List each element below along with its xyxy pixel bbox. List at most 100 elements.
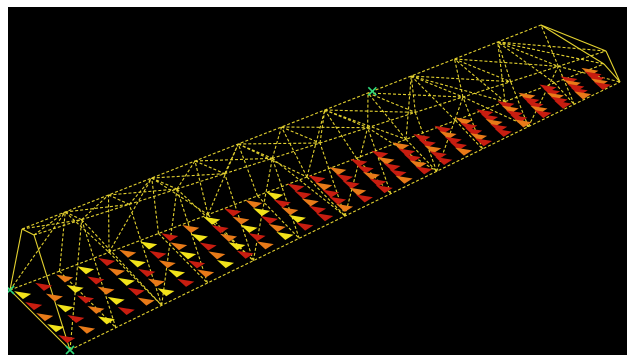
load-arrow-r1-13 xyxy=(294,191,312,200)
load-arrow-r4-23 xyxy=(514,119,532,128)
load-arrow-r0-18 xyxy=(392,142,410,151)
load-arrow-r4-7 xyxy=(197,269,215,278)
load-arrow-r2-18 xyxy=(403,154,421,163)
diagonal-front-7 xyxy=(324,109,407,140)
load-arrow-r3-4 xyxy=(127,287,145,296)
load-arrow-r3-7 xyxy=(188,260,206,269)
load-arrow-r3-2 xyxy=(87,305,105,314)
load-arrow-r0-8 xyxy=(182,224,200,233)
load-arrow-r3-10 xyxy=(248,233,266,242)
load-arrow-r2-19 xyxy=(424,145,442,154)
load-arrow-r3-27 xyxy=(590,78,608,87)
load-arrow-r1-18 xyxy=(398,148,416,157)
load-arrow-r1-8 xyxy=(190,233,208,242)
far-end-post-front xyxy=(540,24,605,65)
load-arrow-r2-21 xyxy=(465,127,483,136)
load-arrow-r4-20 xyxy=(455,147,473,156)
load-arrow-r4-4 xyxy=(137,297,155,306)
load-arrow-r4-16 xyxy=(375,185,393,194)
vertical-back-5 xyxy=(271,158,300,239)
load-arrow-r3-17 xyxy=(389,169,407,178)
load-arrow-r3-20 xyxy=(449,142,467,151)
far-end-post-back xyxy=(605,50,621,83)
load-arrow-r1-0 xyxy=(25,302,43,311)
load-arrow-r0-2 xyxy=(56,274,74,283)
top-strut-10 xyxy=(454,58,511,83)
diagonal-front-8 xyxy=(405,75,412,140)
load-arrow-r3-3 xyxy=(107,296,125,305)
load-arrow-r0-12 xyxy=(266,191,284,200)
diagonal-back-5 xyxy=(271,157,346,217)
near-floor-beam xyxy=(9,289,71,351)
load-arrow-r4-3 xyxy=(117,307,135,316)
load-arrow-r0-9 xyxy=(203,216,221,225)
load-arrow-r0-15 xyxy=(329,167,347,176)
diagonal-back-1 xyxy=(81,219,163,306)
load-arrow-r1-3 xyxy=(87,276,105,285)
load-arrow-r2-26 xyxy=(567,83,585,92)
load-arrow-r1-21 xyxy=(460,122,478,131)
diagonal-back-0 xyxy=(69,219,83,351)
load-arrow-r1-4 xyxy=(108,267,126,276)
top-brace-b-0 xyxy=(33,211,66,236)
load-arrow-r1-24 xyxy=(522,97,540,106)
load-arrow-r4-26 xyxy=(574,91,592,100)
load-arrow-r0-5 xyxy=(119,249,137,258)
load-arrow-r0-26 xyxy=(560,76,578,85)
load-arrow-r4-22 xyxy=(494,128,512,137)
load-arrow-r4-17 xyxy=(395,175,413,184)
top-brace-a-11 xyxy=(497,41,607,52)
diagonal-front-9 xyxy=(411,75,506,103)
diagonal-front-5 xyxy=(238,143,308,178)
floor-beam-9 xyxy=(455,120,483,150)
load-arrow-r4-27 xyxy=(594,81,612,90)
load-arrow-r2-16 xyxy=(363,171,381,180)
load-arrow-r3-6 xyxy=(167,269,186,278)
load-arrow-r3-15 xyxy=(349,187,367,196)
top-brace-a-1 xyxy=(65,203,130,213)
top-brace-a-3 xyxy=(151,173,225,179)
load-arrow-r1-25 xyxy=(543,88,561,97)
floor-beam-6 xyxy=(306,176,346,217)
load-arrow-r0-7 xyxy=(161,233,179,242)
load-arrow-r0-1 xyxy=(35,282,53,291)
vertical-back-2 xyxy=(128,204,163,306)
top-strut-4 xyxy=(194,160,225,175)
floor-beam-3 xyxy=(158,233,208,284)
end-post-back xyxy=(33,234,71,351)
load-arrow-r2-15 xyxy=(342,180,360,189)
load-arrow-r2-5 xyxy=(138,269,156,278)
truss-bridge-model[interactable] xyxy=(8,7,627,355)
top-brace-b-1 xyxy=(81,194,109,221)
vertical-front-10 xyxy=(454,58,506,103)
diagonal-back-4 xyxy=(252,158,273,261)
load-arrow-r0-24 xyxy=(518,92,536,101)
load-arrow-r3-22 xyxy=(490,123,508,132)
load-arrow-r1-22 xyxy=(480,114,499,123)
load-arrow-r1-9 xyxy=(211,225,229,234)
load-arrow-r4-15 xyxy=(355,194,373,203)
load-arrow-r3-24 xyxy=(530,105,548,114)
load-arrow-r4-19 xyxy=(435,156,453,165)
load-arrow-r3-13 xyxy=(308,205,326,214)
model-3d-viewport[interactable] xyxy=(8,7,627,355)
load-arrow-r0-0 xyxy=(14,291,32,300)
load-arrow-r1-2 xyxy=(66,285,84,294)
top-brace-a-9 xyxy=(411,75,511,83)
support-node-back xyxy=(65,345,75,355)
top-brace-a-4 xyxy=(194,157,273,162)
top-brace-a-8 xyxy=(367,92,464,98)
vertical-front-7 xyxy=(324,109,357,159)
load-arrow-r2-11 xyxy=(260,216,278,225)
load-arrow-r4-6 xyxy=(177,278,195,287)
diagonal-front-11 xyxy=(497,41,605,65)
load-arrow-r0-10 xyxy=(224,208,242,217)
load-arrow-r4-24 xyxy=(534,110,552,119)
load-arrow-r3-23 xyxy=(510,114,528,123)
load-arrow-r0-16 xyxy=(350,158,368,167)
load-arrow-r2-1 xyxy=(56,304,74,313)
diagonal-front-6 xyxy=(306,109,326,178)
diagonal-front-3 xyxy=(151,177,209,216)
load-arrow-r3-21 xyxy=(470,133,488,142)
floor-beam-2 xyxy=(108,251,163,306)
